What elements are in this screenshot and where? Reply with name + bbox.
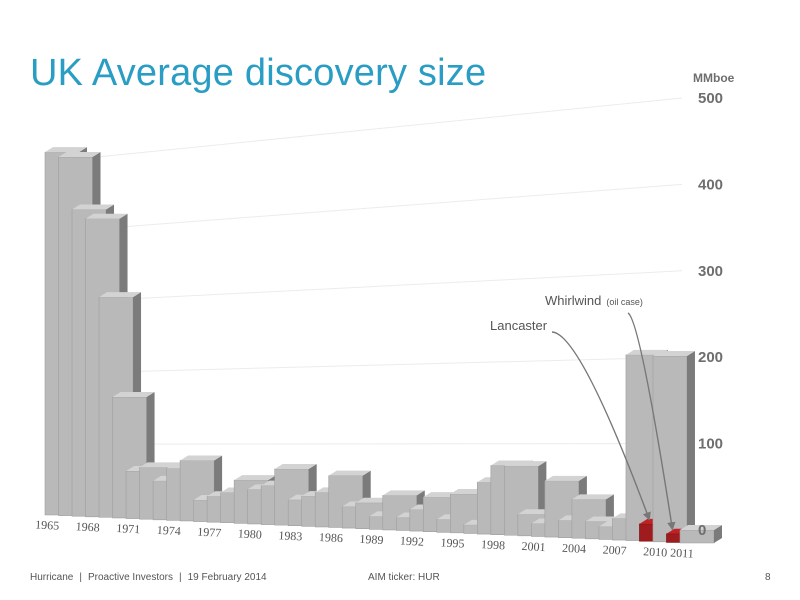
- bar-top-face: [504, 461, 547, 467]
- chart-title: UK Average discovery size: [30, 52, 487, 94]
- x-tick-label: 1968: [75, 519, 100, 534]
- bar-top-face: [544, 475, 587, 481]
- x-axis: 1965 1968 1971 1974 1977 1980 1983 1986 1989 1992…: [35, 517, 694, 560]
- y-axis: 0 100 200 300 400 500 MMboe: [693, 71, 735, 539]
- x-tick-label: 2004: [562, 541, 587, 556]
- footer-event: Proactive Investors: [87, 572, 174, 583]
- bar-top-face: [571, 494, 614, 500]
- x-tick-label: 1974: [156, 523, 181, 538]
- bar: [652, 351, 695, 543]
- bars: [44, 147, 722, 544]
- x-tick-label: 1989: [359, 532, 384, 547]
- x-tick-label: 1992: [400, 534, 425, 549]
- bar-top-face: [99, 292, 142, 298]
- bar-top-face: [234, 475, 277, 481]
- annotation-whirlwind-label: Whirlwind: [545, 293, 601, 308]
- y-axis-label: MMboe: [693, 71, 735, 85]
- bar-front-face: [679, 529, 715, 544]
- bar-top-face: [652, 351, 695, 357]
- x-tick-label: 2010: [643, 544, 668, 559]
- x-tick-label: 1995: [440, 535, 465, 550]
- grid-line: [59, 443, 683, 445]
- bar-side-face: [714, 525, 722, 543]
- footer-company: Hurricane: [30, 572, 74, 583]
- x-tick-label: 1986: [319, 530, 344, 545]
- bar-side-face: [686, 351, 695, 542]
- grid-line: [59, 97, 683, 162]
- y-tick-label: 500: [698, 90, 723, 107]
- bar-top-face: [180, 455, 223, 461]
- annotation-whirlwind: Whirlwind (oil case): [545, 293, 643, 308]
- footer-date: 19 February 2014: [187, 572, 267, 583]
- annotation-whirlwind-suffix: (oil case): [606, 297, 643, 307]
- page-number: 8: [765, 572, 771, 583]
- grid-line: [59, 183, 683, 233]
- x-tick-label: 1983: [278, 528, 303, 543]
- y-tick-label: 100: [698, 436, 723, 453]
- y-tick-label: 400: [698, 176, 723, 193]
- bar-top-face: [680, 525, 722, 531]
- annotation-arrow: [551, 331, 651, 521]
- y-tick-label: 0: [698, 522, 706, 539]
- annotation-lancaster: Lancaster: [490, 318, 548, 333]
- grid-line: [59, 356, 683, 374]
- annotations: Lancaster Whirlwind (oil case): [490, 293, 676, 531]
- bar-top-face: [58, 152, 101, 158]
- bar-top-face: [274, 463, 317, 469]
- footer-credits: Hurricane | Proactive Investors | 19 Februar…: [30, 572, 267, 583]
- x-tick-label: 2011: [670, 545, 694, 560]
- footer-separator: |: [79, 572, 82, 583]
- bar: [679, 525, 722, 544]
- x-tick-label: 2007: [602, 543, 627, 558]
- x-tick-label: 1998: [481, 537, 506, 552]
- bar-top-face: [85, 213, 128, 219]
- annotation-arrow: [627, 312, 676, 531]
- bar-top-face: [328, 470, 371, 476]
- x-tick-label: 1980: [238, 526, 263, 541]
- x-tick-label: 1965: [35, 517, 60, 532]
- x-tick-label: 1977: [197, 525, 222, 540]
- y-tick-label: 200: [698, 349, 723, 366]
- bar-top-face: [382, 490, 425, 496]
- footer-separator: |: [179, 572, 182, 583]
- x-tick-label: 1971: [116, 521, 141, 536]
- bar-top-face: [112, 392, 155, 398]
- bar-top-face: [72, 204, 115, 210]
- footer-ticker: AIM ticker: HUR: [368, 572, 440, 583]
- y-tick-label: 300: [698, 263, 723, 280]
- bar-top-face: [45, 147, 87, 153]
- grid-line: [59, 270, 683, 303]
- x-tick-label: 2001: [521, 539, 546, 554]
